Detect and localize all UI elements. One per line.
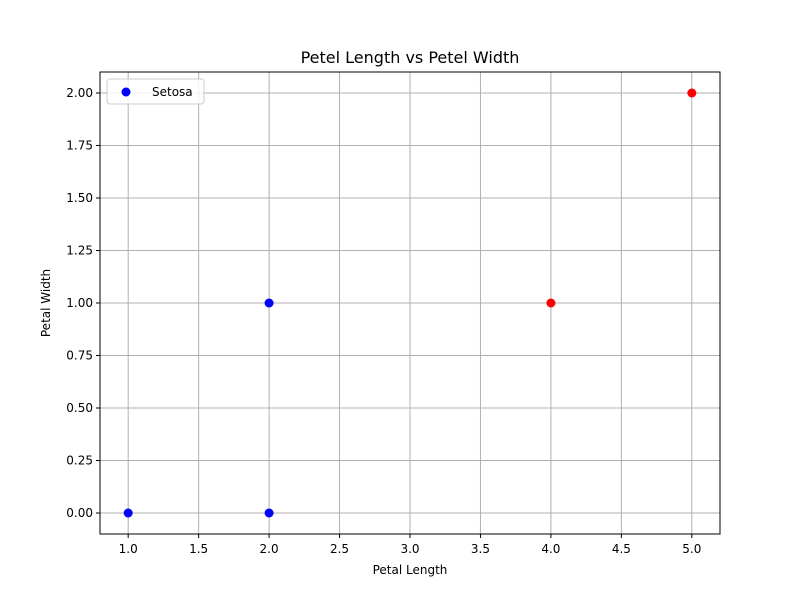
x-tick-label: 3.5 [471,542,490,556]
x-tick-label: 5.0 [682,542,701,556]
y-tick-label: 0.00 [66,506,93,520]
y-tick-label: 1.50 [66,191,93,205]
x-axis-label: Petal Length [373,563,448,577]
x-tick-label: 2.0 [260,542,279,556]
y-tick-label: 1.00 [66,296,93,310]
chart-title: Petel Length vs Petel Width [301,48,520,67]
data-point-series-0 [264,508,274,518]
legend-box [106,78,205,105]
x-tick-label: 1.5 [189,542,208,556]
data-point-series-0 [264,298,274,308]
y-tick-label: 0.25 [66,454,93,468]
legend-label-setosa: Setosa [152,85,193,99]
x-tick-label: 4.5 [612,542,631,556]
data-point-series-0 [123,508,133,518]
y-tick-label: 1.25 [66,244,93,258]
y-tick-label: 1.75 [66,139,93,153]
y-axis-ticks: 0.00 0.25 0.50 0.75 1.00 1.25 1.50 1.75 2.00 [66,86,100,520]
data-point-series-1 [546,298,556,308]
y-tick-label: 0.50 [66,401,93,415]
y-axis-label: Petal Width [39,269,53,337]
x-tick-label: 2.5 [330,542,349,556]
legend: Setosa [106,78,205,105]
data-point-series-1 [687,88,697,98]
y-tick-label: 0.75 [66,349,93,363]
x-tick-label: 3.0 [400,542,419,556]
plot-frame [99,71,721,535]
x-axis-ticks: 1.0 1.5 2.0 2.5 3.0 3.5 4.0 4.5 5.0 [119,534,701,556]
y-tick-label: 2.00 [66,86,93,100]
x-tick-label: 1.0 [119,542,138,556]
grid-lines [100,72,720,534]
data-points [123,88,697,518]
legend-marker-setosa [121,87,131,97]
x-tick-label: 4.0 [541,542,560,556]
